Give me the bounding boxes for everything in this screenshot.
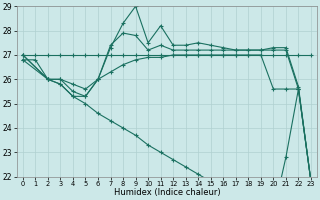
X-axis label: Humidex (Indice chaleur): Humidex (Indice chaleur): [114, 188, 220, 197]
